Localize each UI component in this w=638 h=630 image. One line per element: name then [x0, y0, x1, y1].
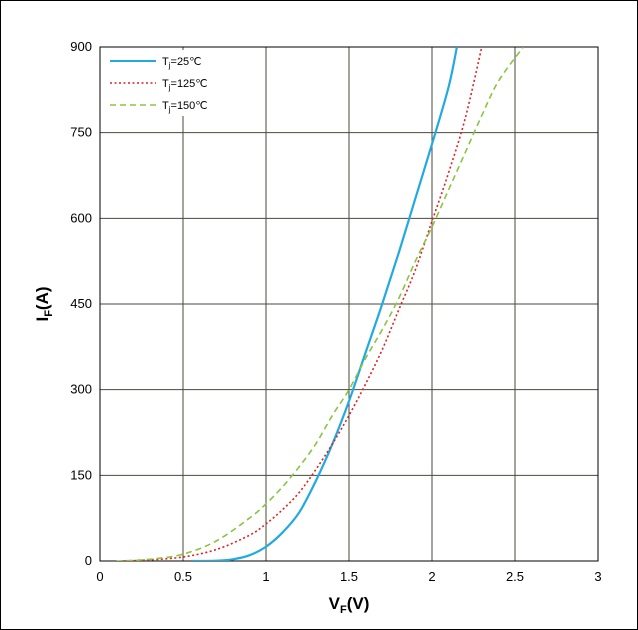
y-axis-title: IF(A) [33, 286, 55, 321]
legend-label-25: Tj=25℃ [162, 56, 202, 70]
x-tick-label: 0 [96, 569, 103, 584]
plot-border [99, 46, 599, 562]
x-tick-label: 0.5 [174, 569, 192, 584]
legend-entry-125: Tj=125℃ [110, 78, 208, 92]
grid-lines [100, 47, 598, 561]
x-tick-label: 2.5 [506, 569, 524, 584]
x-tick-label: 1.5 [340, 569, 358, 584]
series-line-2 [116, 47, 524, 561]
series-lines [116, 47, 524, 561]
x-tick-label: 2 [428, 569, 435, 584]
legend-entry-150: Tj=150℃ [110, 100, 208, 114]
legend: Tj=25℃ Tj=125℃ Tj=150℃ [104, 50, 224, 116]
x-tick-label: 1 [262, 569, 269, 584]
legend-entry-25: Tj=25℃ [110, 56, 202, 70]
series-line-1 [124, 47, 483, 561]
y-tick-label: 600 [70, 210, 92, 225]
x-axis-title: VF(V) [329, 594, 370, 616]
y-tick-label: 150 [70, 467, 92, 482]
y-tick-label: 300 [70, 382, 92, 397]
y-tick-label: 0 [85, 553, 92, 568]
y-tick-label: 900 [70, 39, 92, 54]
y-tick-label: 750 [70, 125, 92, 140]
tick-labels: 0 0.5 1 1.5 2 2.5 3 0 150 300 450 600 750 900 [70, 39, 601, 584]
x-tick-label: 3 [594, 569, 601, 584]
legend-label-150: Tj=150℃ [162, 100, 208, 114]
y-tick-label: 450 [70, 296, 92, 311]
legend-label-125: Tj=125℃ [162, 78, 208, 92]
